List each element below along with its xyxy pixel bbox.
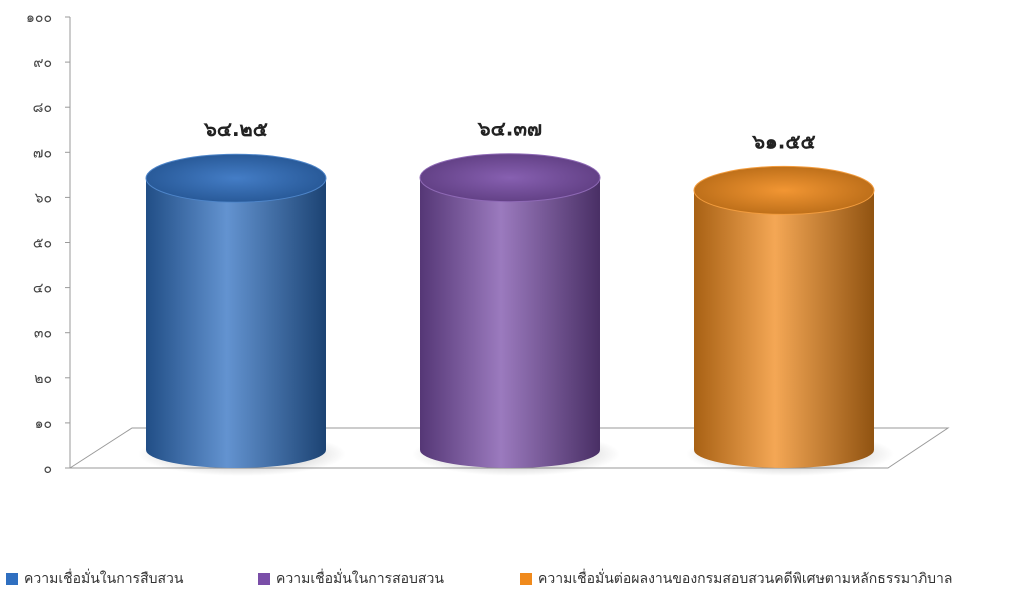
- y-tick-label: ๓๐: [34, 326, 52, 342]
- bar-3: [693, 165, 875, 469]
- legend: ความเชื่อมั่นในการสืบสวน ความเชื่อมั่นใน…: [0, 566, 1021, 592]
- y-tick-label: ๔๐: [33, 281, 52, 297]
- legend-swatch: [258, 573, 270, 585]
- legend-label: ความเชื่อมั่นในการสืบสวน: [24, 571, 184, 587]
- data-label: ๖๑.๕๕: [751, 129, 815, 153]
- legend-item-inquiry: ความเชื่อมั่นในการสอบสวน: [258, 568, 444, 590]
- bar-body: [694, 190, 874, 469]
- legend-swatch: [6, 573, 18, 585]
- bar-body: [146, 178, 326, 469]
- y-tick-label: ๑๐๐: [26, 10, 52, 26]
- legend-item-investigation: ความเชื่อมั่นในการสืบสวน: [6, 568, 183, 590]
- legend-label: ความเชื่อมั่นในการสอบสวน: [276, 571, 444, 587]
- y-tick-label: ๘๐: [33, 100, 52, 116]
- y-tick-label: ๙๐: [33, 55, 52, 71]
- legend-item-governance: ความเชื่อมั่นต่อผลงานของกรมสอบสวนคดีพิเศ…: [520, 568, 953, 590]
- bar-top: [145, 153, 327, 203]
- data-label: ๖๔.๒๕: [203, 117, 268, 141]
- legend-swatch: [520, 573, 532, 585]
- bar-top: [693, 165, 875, 215]
- bar-1: [145, 153, 327, 469]
- bar-2: [419, 153, 601, 469]
- y-tick-label: ๗๐: [33, 145, 52, 161]
- y-tick-label: ๑๐: [35, 416, 52, 432]
- legend-label: ความเชื่อมั่นต่อผลงานของกรมสอบสวนคดีพิเศ…: [538, 571, 953, 587]
- bar-body: [420, 177, 600, 469]
- y-tick-label: ๖๐: [35, 190, 52, 206]
- bar-top: [419, 153, 601, 203]
- y-tick-label: ๒๐: [34, 371, 52, 387]
- y-tick-label: ๕๐: [33, 236, 52, 252]
- data-label: ๖๔.๓๗: [477, 117, 542, 141]
- y-tick-label: ๐: [43, 461, 52, 477]
